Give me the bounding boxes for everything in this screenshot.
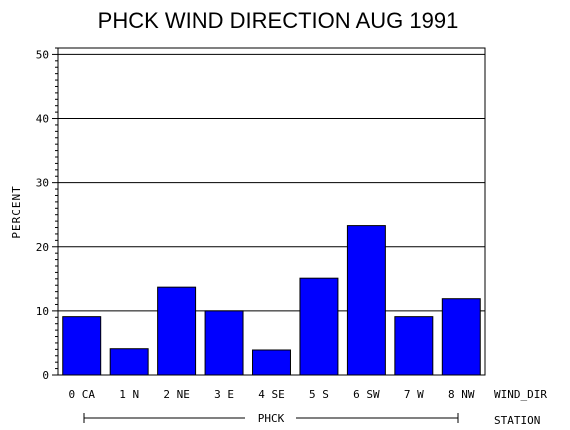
bar — [204, 310, 244, 376]
y-tick-label: 30 — [36, 177, 49, 190]
x-tick-label: 8 NW — [448, 388, 475, 401]
gridlines — [58, 53, 485, 312]
y-tick-label: 20 — [36, 241, 49, 254]
x-tick-label: 0 CA — [68, 388, 95, 401]
x-axis-label: WIND_DIR — [494, 388, 547, 401]
bar — [109, 348, 149, 376]
x-tick-label: 3 E — [214, 388, 234, 401]
station-bracket: PHCK — [83, 412, 459, 425]
x-tick-label: 2 NE — [163, 388, 190, 401]
bar — [299, 277, 339, 376]
x-tick-label: 1 N — [119, 388, 139, 401]
x-tick-label: 4 SE — [258, 388, 285, 401]
bars — [62, 225, 481, 376]
bar — [394, 316, 434, 376]
x-axis-labels: 0 CA 1 N 2 NE 3 E 4 SE 5 S 6 SW 7 W 8 NW — [68, 388, 474, 401]
y-tick-label: 0 — [42, 369, 49, 382]
x-tick-label: 7 W — [404, 388, 424, 401]
x-tick-label: 6 SW — [353, 388, 380, 401]
y-axis: 0 10 20 30 40 50 — [36, 47, 58, 382]
bar — [346, 225, 386, 376]
x-tick-label: 5 S — [309, 388, 329, 401]
bar — [252, 349, 291, 376]
bar — [441, 298, 481, 376]
chart-title: PHCK WIND DIRECTION AUG 1991 — [98, 8, 459, 33]
y-axis-label: PERCENT — [10, 185, 23, 238]
y-tick-label: 50 — [36, 48, 49, 61]
bar — [62, 316, 102, 376]
station-value-label: PHCK — [258, 412, 285, 425]
station-axis-label: STATION — [494, 414, 540, 427]
y-tick-label: 10 — [36, 305, 49, 318]
plot-frame — [57, 47, 486, 376]
y-tick-label: 40 — [36, 113, 49, 126]
bar — [157, 286, 197, 376]
